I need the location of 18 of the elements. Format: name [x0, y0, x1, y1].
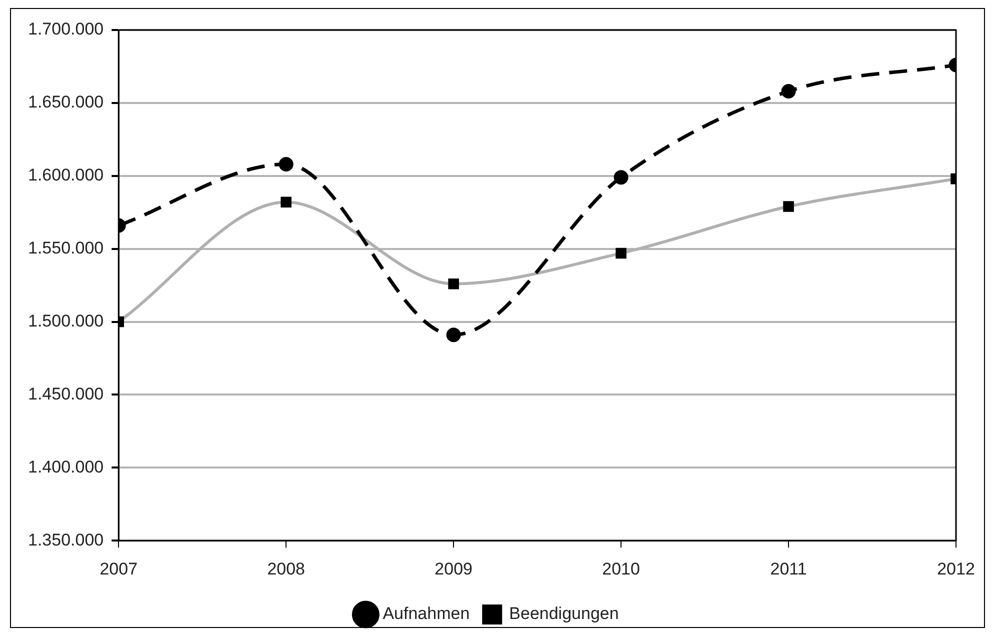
legend-label: Beendigungen: [509, 604, 619, 624]
point: [446, 328, 461, 342]
y-tick-label: 1.450.000: [28, 384, 104, 404]
y-tick-label: 1.700.000: [28, 20, 104, 39]
x-tick-label: 2007: [100, 559, 138, 578]
point: [614, 170, 628, 185]
y-tick-label: 1.500.000: [28, 311, 104, 330]
y-tick-label: 1.350.000: [28, 530, 104, 550]
x-tick-label: 2008: [267, 559, 306, 578]
y-tick-label: 1.650.000: [28, 92, 104, 112]
y-tick-label: 1.400.000: [28, 457, 104, 476]
y-tick-label: 1.600.000: [28, 166, 104, 185]
x-tick-label: 2009: [434, 559, 472, 578]
y-tick-label: 1.550.000: [28, 238, 104, 258]
legend-label: Aufnahmen: [382, 604, 470, 624]
x-tick-label: 2012: [937, 559, 975, 578]
x-tick-label: 2010: [602, 559, 640, 578]
x-tick-label: 2011: [770, 559, 807, 578]
